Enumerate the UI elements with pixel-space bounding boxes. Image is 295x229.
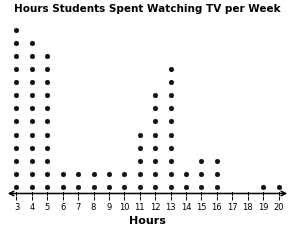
- X-axis label: Hours: Hours: [129, 215, 166, 225]
- Title: Hours Students Spent Watching TV per Week: Hours Students Spent Watching TV per Wee…: [14, 4, 281, 14]
